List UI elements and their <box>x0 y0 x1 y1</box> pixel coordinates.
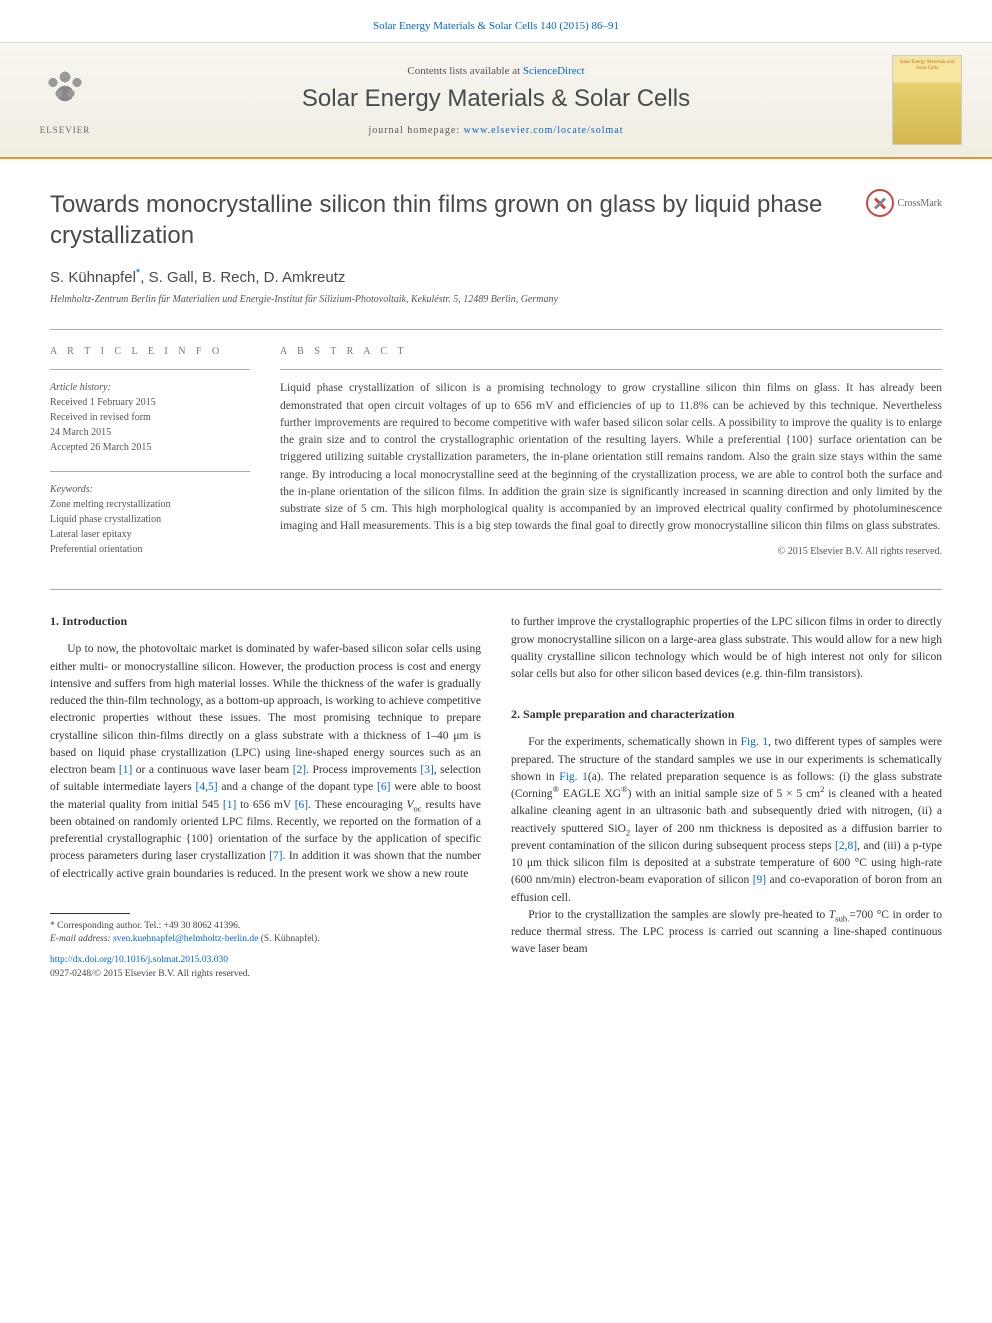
history-revised-1: Received in revised form <box>50 410 250 425</box>
crossmark-badge[interactable]: CrossMark <box>866 189 942 217</box>
ref-link[interactable]: [7] <box>269 850 282 862</box>
elsevier-logo[interactable]: ELSEVIER <box>30 60 100 140</box>
email-line: E-mail address: sven.kuehnapfel@helmholt… <box>50 933 481 946</box>
affiliation: Helmholtz-Zentrum Berlin für Materialien… <box>50 294 942 305</box>
elsevier-tree-icon <box>35 66 95 121</box>
citation-text[interactable]: Solar Energy Materials & Solar Cells 140… <box>373 20 619 32</box>
cover-title: Solar Energy Materials and Solar Cells <box>897 60 957 72</box>
crossmark-label: CrossMark <box>898 198 942 209</box>
ref-link[interactable]: [2,8] <box>835 840 857 852</box>
body-column-right: to further improve the crystallographic … <box>511 614 942 981</box>
header-center: Contents lists available at ScienceDirec… <box>120 65 872 136</box>
issn-line: 0927-0248/© 2015 Elsevier B.V. All right… <box>50 968 481 981</box>
homepage-prefix: journal homepage: <box>368 125 463 136</box>
corresponding-footnote: * Corresponding author. Tel.: +49 30 806… <box>50 920 481 947</box>
journal-name: Solar Energy Materials & Solar Cells <box>120 85 872 113</box>
ref-link[interactable]: [6] <box>377 781 390 793</box>
author-corresponding[interactable]: S. Kühnapfel <box>50 269 136 286</box>
abstract-column: A B S T R A C T Liquid phase crystalliza… <box>280 346 942 573</box>
abstract-copyright: © 2015 Elsevier B.V. All rights reserved… <box>280 546 942 557</box>
title-row: Towards monocrystalline silicon thin fil… <box>50 189 942 251</box>
abstract-text: Liquid phase crystallization of silicon … <box>280 380 942 535</box>
sciencedirect-link[interactable]: ScienceDirect <box>523 65 585 77</box>
info-divider-2 <box>50 471 250 472</box>
fig-link[interactable]: Fig. 1 <box>741 736 768 748</box>
article-info-column: A R T I C L E I N F O Article history: R… <box>50 346 250 573</box>
homepage-link[interactable]: www.elsevier.com/locate/solmat <box>464 125 624 136</box>
ref-link[interactable]: [4,5] <box>196 781 218 793</box>
section-1-heading: 1. Introduction <box>50 614 481 629</box>
keyword: Preferential orientation <box>50 542 250 557</box>
keywords-block: Keywords: Zone melting recrystallization… <box>50 482 250 557</box>
contents-line: Contents lists available at ScienceDirec… <box>120 65 872 77</box>
doi-block: http://dx.doi.org/10.1016/j.solmat.2015.… <box>50 954 481 981</box>
abstract-divider <box>280 369 942 370</box>
crossmark-icon <box>866 189 894 217</box>
homepage-line: journal homepage: www.elsevier.com/locat… <box>120 125 872 136</box>
article-info-heading: A R T I C L E I N F O <box>50 346 250 357</box>
body-column-left: 1. Introduction Up to now, the photovolt… <box>50 614 481 981</box>
elsevier-name: ELSEVIER <box>40 125 91 135</box>
history-label: Article history: <box>50 380 250 395</box>
journal-header: ELSEVIER Contents lists available at Sci… <box>0 42 992 159</box>
abstract-heading: A B S T R A C T <box>280 346 942 357</box>
section-2-heading: 2. Sample preparation and characterizati… <box>511 707 942 722</box>
article-title: Towards monocrystalline silicon thin fil… <box>50 189 846 251</box>
email-label: E-mail address: <box>50 934 113 944</box>
divider-bottom <box>50 589 942 590</box>
email-link[interactable]: sven.kuehnapfel@helmholtz-berlin.de <box>113 934 258 944</box>
ref-link[interactable]: [1] <box>119 764 132 776</box>
section-2-text: For the experiments, schematically shown… <box>511 734 942 958</box>
info-abstract-row: A R T I C L E I N F O Article history: R… <box>50 330 942 589</box>
article-content: Towards monocrystalline silicon thin fil… <box>0 159 992 1011</box>
history-accepted: Accepted 26 March 2015 <box>50 440 250 455</box>
body-columns: 1. Introduction Up to now, the photovolt… <box>50 614 942 981</box>
history-received: Received 1 February 2015 <box>50 395 250 410</box>
ref-link[interactable]: [6] <box>295 799 308 811</box>
ref-link[interactable]: [1] <box>223 799 236 811</box>
email-suffix: (S. Kühnapfel). <box>258 934 319 944</box>
section-1-text: Up to now, the photovoltaic market is do… <box>50 641 481 883</box>
ref-link[interactable]: [9] <box>753 874 766 886</box>
info-divider-1 <box>50 369 250 370</box>
keyword: Zone melting recrystallization <box>50 497 250 512</box>
keyword: Liquid phase crystallization <box>50 512 250 527</box>
footnote-divider <box>50 913 130 914</box>
keyword: Lateral laser epitaxy <box>50 527 250 542</box>
citation-header: Solar Energy Materials & Solar Cells 140… <box>0 0 992 42</box>
authors-line: S. Kühnapfel*, S. Gall, B. Rech, D. Amkr… <box>50 269 942 286</box>
journal-cover-thumbnail[interactable]: Solar Energy Materials and Solar Cells <box>892 55 962 145</box>
doi-link[interactable]: http://dx.doi.org/10.1016/j.solmat.2015.… <box>50 954 481 967</box>
history-revised-2: 24 March 2015 <box>50 425 250 440</box>
authors-rest: , S. Gall, B. Rech, D. Amkreutz <box>140 269 345 286</box>
ref-link[interactable]: [2] <box>293 764 306 776</box>
ref-link[interactable]: [3] <box>420 764 433 776</box>
corresponding-text: * Corresponding author. Tel.: +49 30 806… <box>50 920 481 933</box>
section-1-continued: to further improve the crystallographic … <box>511 614 942 683</box>
fig-link[interactable]: Fig. 1 <box>559 771 588 783</box>
keywords-label: Keywords: <box>50 482 250 497</box>
contents-prefix: Contents lists available at <box>407 65 522 77</box>
history-block: Article history: Received 1 February 201… <box>50 380 250 455</box>
